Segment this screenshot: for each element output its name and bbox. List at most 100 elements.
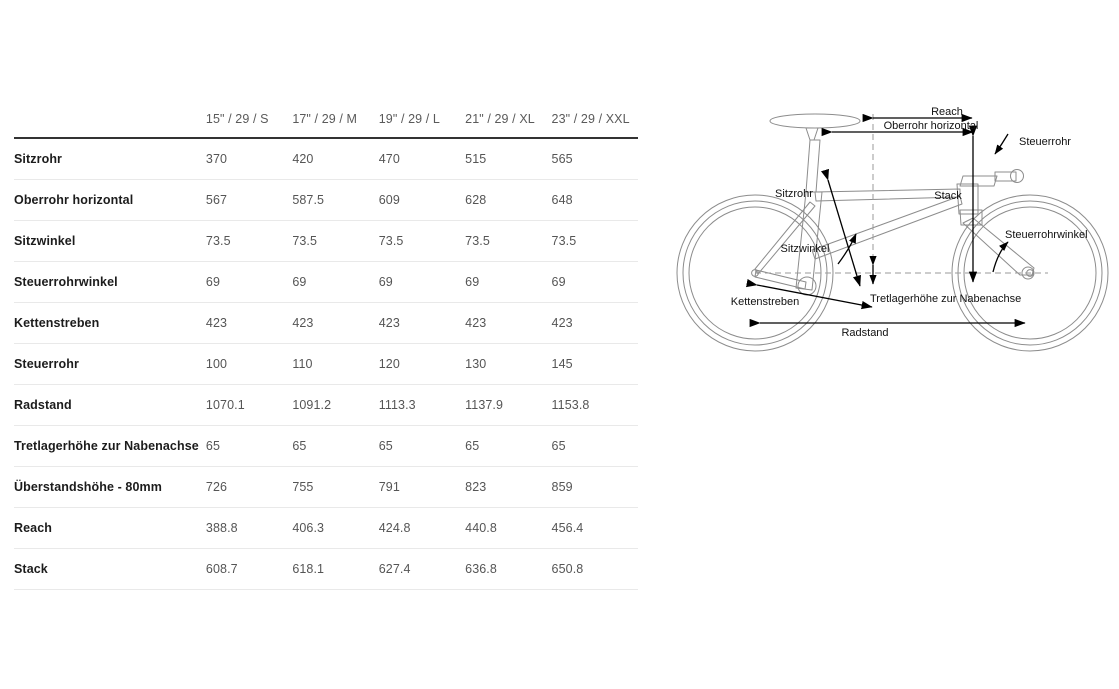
row-label-kettenstreben: Kettenstreben xyxy=(14,302,206,344)
cell-sitzrohr-xl: 515 xyxy=(465,138,552,180)
cell-steuerrohr-xl: 130 xyxy=(465,343,552,385)
headtube-pointer-icon xyxy=(994,133,1009,155)
bike-geometry-svg: Reach Oberrohr horizontal Steuerrohr Sit… xyxy=(676,106,1109,352)
cell-oberrohr-xl: 628 xyxy=(465,179,552,221)
cell-kettenstreben-l: 423 xyxy=(378,302,466,344)
column-header-size-m: 17" / 29 / M xyxy=(292,112,358,126)
cell-stack-xxl: 650.8 xyxy=(551,548,638,590)
cell-steuerrohrwinkel-s: 69 xyxy=(205,261,293,303)
center-guides xyxy=(755,114,1048,282)
label-radstand: Radstand xyxy=(841,327,888,339)
cell-kettenstreben-xl: 423 xyxy=(465,302,552,344)
row-label-sitzrohr: Sitzrohr xyxy=(14,138,206,180)
cell-steuerrohrwinkel-xl: 69 xyxy=(465,261,552,303)
column-header-size-l: 19" / 29 / L xyxy=(378,112,440,126)
cell-sitzrohr-m: 420 xyxy=(292,138,379,180)
cell-radstand-xxl: 1153.8 xyxy=(551,384,638,426)
cell-stack-m: 618.1 xyxy=(292,548,379,590)
table-row: Kettenstreben 423 423 423 423 423 xyxy=(14,302,638,344)
cell-radstand-m: 1091.2 xyxy=(292,384,379,426)
cell-steuerrohrwinkel-l: 69 xyxy=(378,261,466,303)
handlebar-grip-icon xyxy=(1010,169,1024,183)
table-header-row: 15" / 29 / S 17" / 29 / M 19" / 29 / L 2… xyxy=(14,112,638,138)
cell-stack-xl: 636.8 xyxy=(465,548,552,590)
label-stack: Stack xyxy=(934,190,962,202)
row-label-sitzwinkel: Sitzwinkel xyxy=(14,220,206,262)
bottom-bracket-icon xyxy=(797,276,817,296)
seat-stay-icon xyxy=(754,201,816,275)
stem-icon xyxy=(959,175,998,187)
label-sitzwinkel: Sitzwinkel xyxy=(781,243,830,255)
cell-steuerrohrwinkel-xxl: 69 xyxy=(551,261,638,303)
row-label-tretlagerhoehe: Tretlagerhöhe zur Nabenachse xyxy=(14,425,206,467)
table-row: Sitzrohr 370 420 470 515 565 xyxy=(14,138,638,180)
cell-ueberstandshoehe-m: 755 xyxy=(292,466,379,508)
cell-sitzrohr-s: 370 xyxy=(205,138,293,180)
label-sitzrohr: Sitzrohr xyxy=(775,188,813,200)
row-label-steuerrohrwinkel: Steuerrohrwinkel xyxy=(14,261,206,303)
cell-oberrohr-s: 567 xyxy=(205,179,293,221)
cell-steuerrohr-s: 100 xyxy=(205,343,293,385)
cell-ueberstandshoehe-s: 726 xyxy=(205,466,293,508)
column-header-size-xl: 21" / 29 / XL xyxy=(465,112,535,126)
seatpost-icon xyxy=(805,139,821,193)
label-tretlagerhoehe: Tretlagerhöhe zur Nabenachse xyxy=(870,293,1021,305)
row-label-steuerrohr: Steuerrohr xyxy=(14,343,206,385)
label-steuerrohr: Steuerrohr xyxy=(1019,136,1071,148)
fork-leg-icon xyxy=(962,217,1035,276)
saddle-clamp-icon xyxy=(805,127,819,141)
label-reach: Reach xyxy=(931,106,963,118)
seatangle-arc-icon xyxy=(837,233,857,265)
table-row: Tretlagerhöhe zur Nabenachse 65 65 65 65… xyxy=(14,425,638,467)
cell-tretlagerhoehe-l: 65 xyxy=(378,425,466,467)
geometry-table: 15" / 29 / S 17" / 29 / M 19" / 29 / L 2… xyxy=(14,112,638,590)
cell-ueberstandshoehe-xl: 823 xyxy=(465,466,552,508)
table-head: 15" / 29 / S 17" / 29 / M 19" / 29 / L 2… xyxy=(14,112,638,138)
diagram-labels: Reach Oberrohr horizontal Steuerrohr Sit… xyxy=(731,106,1088,339)
handlebar-icon xyxy=(994,171,1017,182)
seat-tube-icon xyxy=(795,191,823,291)
row-label-oberrohr-horizontal: Oberrohr horizontal xyxy=(14,179,206,221)
table-row: Radstand 1070.1 1091.2 1113.3 1137.9 115… xyxy=(14,384,638,426)
cell-reach-xxl: 456.4 xyxy=(551,507,638,549)
cell-sitzrohr-l: 470 xyxy=(378,138,466,180)
cell-steuerrohr-m: 110 xyxy=(292,343,379,385)
cell-reach-l: 424.8 xyxy=(378,507,466,549)
table-body: Sitzrohr 370 420 470 515 565 Oberrohr ho… xyxy=(14,138,638,590)
cell-kettenstreben-xxl: 423 xyxy=(551,302,638,344)
headangle-arc-icon xyxy=(992,241,1009,273)
cell-oberrohr-xxl: 648 xyxy=(551,179,638,221)
cell-sitzwinkel-xxl: 73.5 xyxy=(551,220,638,262)
cell-stack-s: 608.7 xyxy=(205,548,293,590)
cell-steuerrohr-xxl: 145 xyxy=(551,343,638,385)
cell-oberrohr-m: 587.5 xyxy=(292,179,379,221)
bike-geometry-diagram: Reach Oberrohr horizontal Steuerrohr Sit… xyxy=(660,92,1119,377)
cell-reach-m: 406.3 xyxy=(292,507,379,549)
table-row: Sitzwinkel 73.5 73.5 73.5 73.5 73.5 xyxy=(14,220,638,262)
table-row: Reach 388.8 406.3 424.8 440.8 456.4 xyxy=(14,507,638,549)
cell-tretlagerhoehe-xxl: 65 xyxy=(551,425,638,467)
cell-kettenstreben-m: 423 xyxy=(292,302,379,344)
cell-sitzrohr-xxl: 565 xyxy=(551,138,638,180)
column-header-size-xxl: 23" / 29 / XXL xyxy=(551,112,630,126)
cell-steuerrohrwinkel-m: 69 xyxy=(292,261,379,303)
cell-tretlagerhoehe-m: 65 xyxy=(292,425,379,467)
table-row: Oberrohr horizontal 567 587.5 609 628 64… xyxy=(14,179,638,221)
cell-radstand-s: 1070.1 xyxy=(205,384,293,426)
front-dropout-icon xyxy=(1021,266,1035,280)
cell-tretlagerhoehe-s: 65 xyxy=(205,425,293,467)
cell-sitzwinkel-xl: 73.5 xyxy=(465,220,552,262)
cell-sitzwinkel-m: 73.5 xyxy=(292,220,379,262)
table-corner-header xyxy=(14,112,206,138)
seattube-dimension-line xyxy=(821,168,861,287)
wheels-group xyxy=(676,194,1109,352)
table-row: Stack 608.7 618.1 627.4 636.8 650.8 xyxy=(14,548,638,590)
row-label-ueberstandshoehe: Überstandshöhe - 80mm xyxy=(14,466,206,508)
down-tube-icon xyxy=(811,195,963,260)
row-label-reach: Reach xyxy=(14,507,206,549)
cell-ueberstandshoehe-l: 791 xyxy=(378,466,466,508)
cell-steuerrohr-l: 120 xyxy=(378,343,466,385)
label-kettenstreben: Kettenstreben xyxy=(731,296,800,308)
column-header-size-s: 15" / 29 / S xyxy=(205,112,269,126)
